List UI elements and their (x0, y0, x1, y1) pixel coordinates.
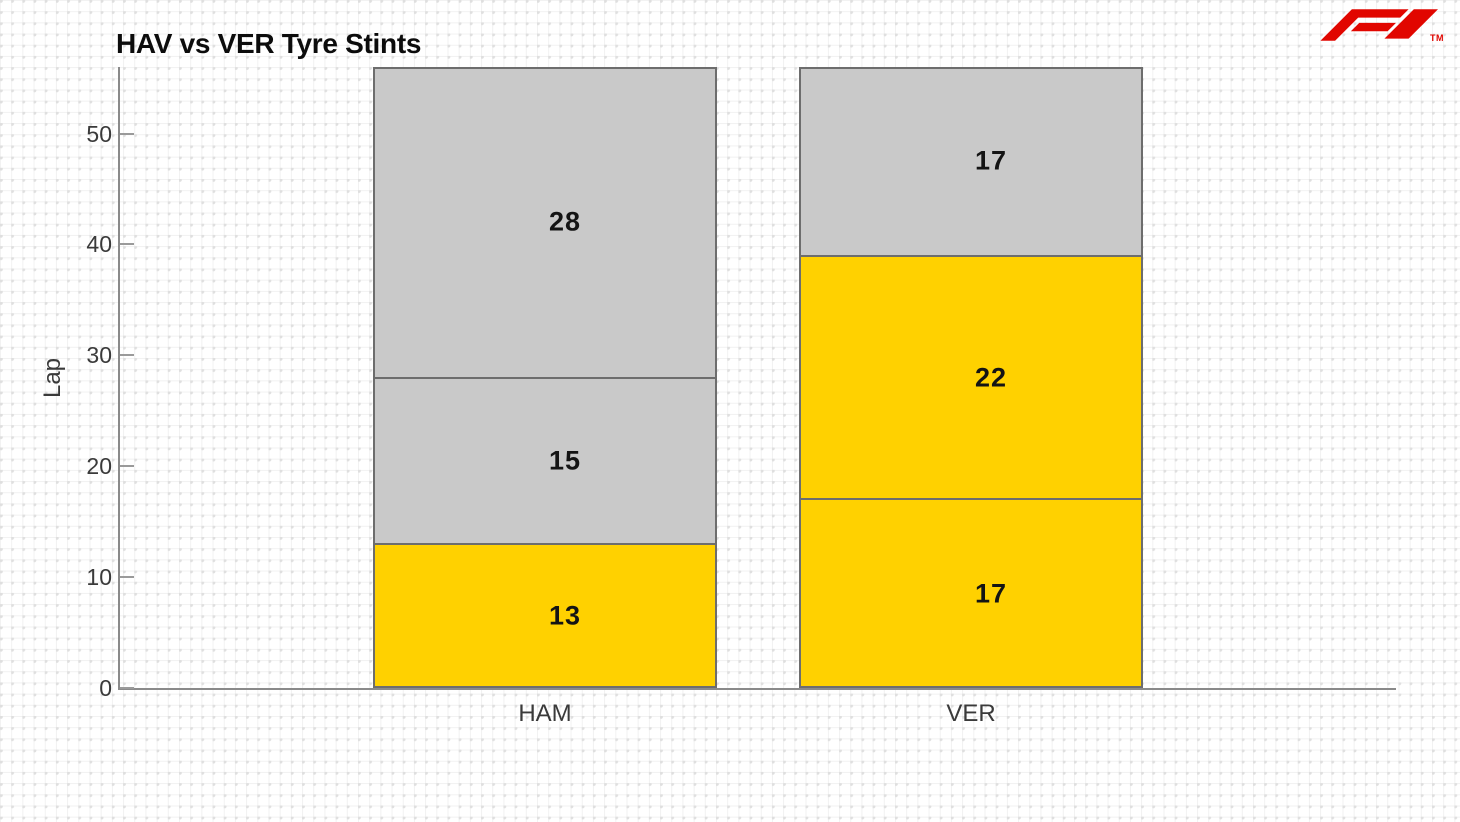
f1-logo-one-stroke (1384, 9, 1438, 39)
y-tick-mark (120, 354, 134, 357)
bar-outline (799, 67, 1143, 688)
y-tick-label: 10 (86, 564, 112, 591)
x-axis-line (118, 688, 1396, 690)
y-tick-mark (120, 243, 134, 246)
stint-lap-count: 17 (974, 578, 1008, 609)
y-tick-mark (120, 132, 134, 135)
stint-divider-line (799, 498, 1143, 501)
y-tick-label: 50 (86, 120, 112, 147)
f1-logo-icon (1320, 9, 1438, 41)
bar-segment (799, 67, 1143, 256)
y-tick-mark (120, 465, 134, 468)
stint-lap-count: 13 (548, 600, 582, 631)
stint-lap-count: 15 (548, 445, 582, 476)
y-tick-mark (120, 687, 134, 689)
stint-divider-line (373, 376, 717, 379)
x-category-label: HAM (518, 700, 572, 727)
bar-segment (373, 543, 717, 688)
trademark-symbol: TM (1430, 33, 1444, 43)
y-tick-label: 30 (86, 342, 112, 369)
stint-lap-count: 17 (974, 145, 1008, 176)
bar-segment (799, 499, 1143, 688)
y-axis-line (118, 67, 120, 688)
stint-lap-count: 28 (548, 206, 582, 237)
y-tick-mark (120, 576, 134, 579)
f1-logo-f-stroke (1320, 9, 1409, 41)
stint-divider-line (799, 254, 1143, 257)
y-tick-label: 20 (86, 453, 112, 480)
bar-segment (373, 67, 717, 378)
stint-lap-count: 22 (974, 362, 1008, 392)
x-category-label: VER (946, 700, 996, 727)
y-tick-label: 0 (99, 675, 112, 701)
bar-outline (373, 67, 717, 688)
stint-divider-line (373, 542, 717, 545)
y-tick-label: 40 (86, 231, 112, 258)
f1-logo-f-bar (1350, 22, 1396, 32)
chart-title: HAV vs VER Tyre Stints (116, 28, 422, 59)
bar-segment (799, 255, 1143, 500)
bar-segment (373, 377, 717, 544)
